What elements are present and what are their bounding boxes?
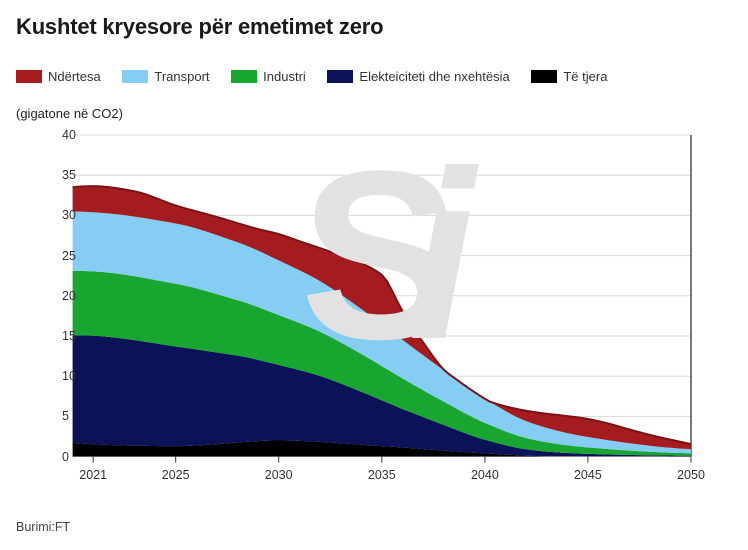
svg-text:i: i — [408, 148, 479, 389]
